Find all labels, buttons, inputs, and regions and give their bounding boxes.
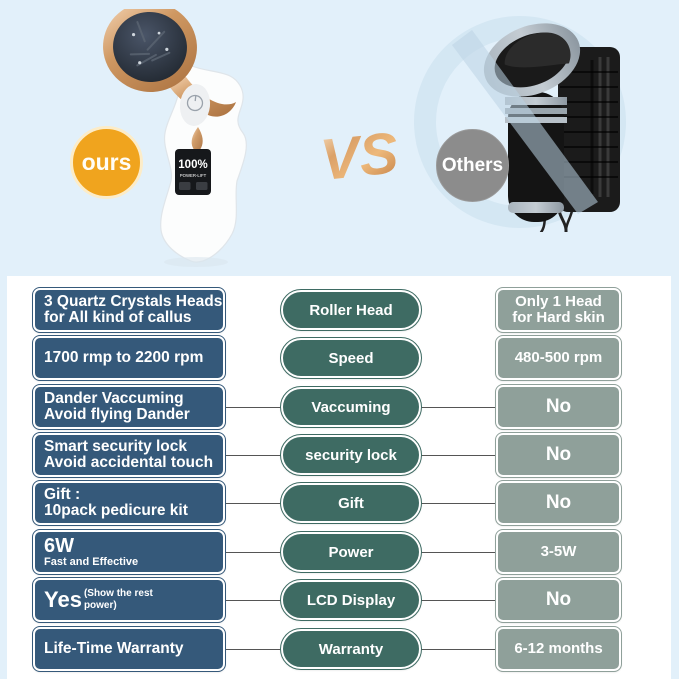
svg-text:POWER-LIFT: POWER-LIFT	[180, 173, 207, 178]
svg-text:VS: VS	[317, 120, 401, 193]
svg-text:100%: 100%	[178, 159, 207, 171]
